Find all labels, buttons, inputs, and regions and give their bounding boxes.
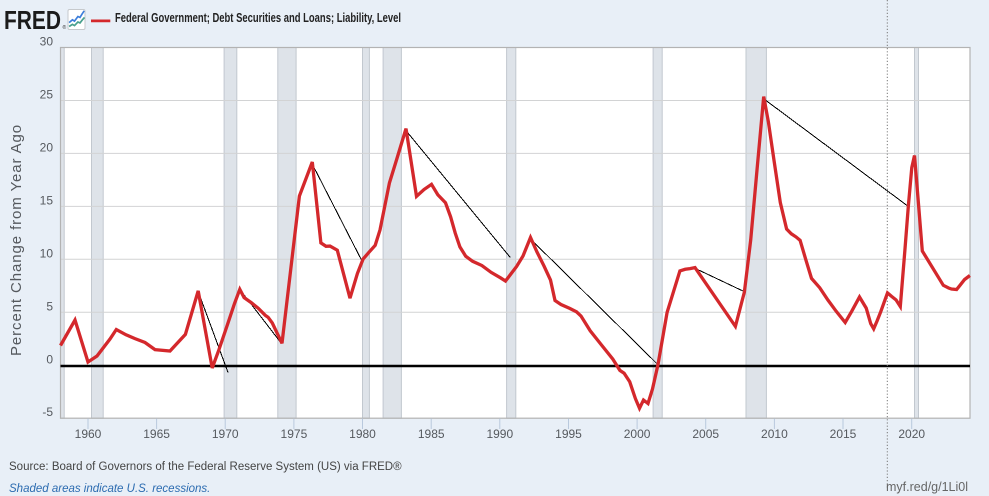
svg-text:Federal Government; Debt Secur: Federal Government; Debt Securities and … [115, 11, 401, 25]
svg-text:-5: -5 [42, 405, 53, 419]
svg-text:1960: 1960 [75, 427, 102, 441]
svg-text:1990: 1990 [486, 427, 513, 441]
svg-text:1975: 1975 [281, 427, 308, 441]
svg-text:2000: 2000 [624, 427, 651, 441]
svg-text:myf.red/g/1Li0l: myf.red/g/1Li0l [886, 480, 968, 494]
svg-text:®: ® [63, 24, 67, 31]
svg-text:20: 20 [40, 140, 54, 154]
svg-text:Shaded areas indicate U.S. rec: Shaded areas indicate U.S. recessions. [9, 483, 210, 495]
svg-text:30: 30 [40, 35, 54, 49]
svg-text:1965: 1965 [143, 427, 170, 441]
svg-text:25: 25 [40, 88, 54, 102]
svg-text:15: 15 [40, 193, 54, 207]
svg-text:2010: 2010 [761, 427, 788, 441]
svg-text:1980: 1980 [349, 427, 376, 441]
svg-text:2005: 2005 [692, 427, 719, 441]
svg-text:Percent Change from Year Ago: Percent Change from Year Ago [8, 124, 25, 356]
svg-text:Source: Board of Governors of: Source: Board of Governors of the Federa… [9, 461, 402, 473]
svg-text:1995: 1995 [555, 427, 582, 441]
svg-text:1985: 1985 [418, 427, 445, 441]
svg-text:5: 5 [46, 299, 53, 313]
svg-text:0: 0 [46, 353, 53, 367]
svg-text:FRED: FRED [4, 5, 61, 35]
svg-text:10: 10 [40, 246, 54, 260]
svg-text:2020: 2020 [898, 427, 925, 441]
svg-text:1970: 1970 [212, 427, 239, 441]
svg-text:2015: 2015 [830, 427, 857, 441]
